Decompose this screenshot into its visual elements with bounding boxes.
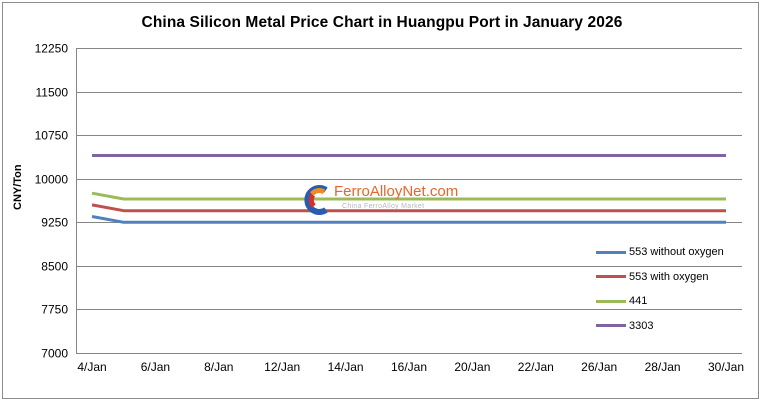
legend-item: 441 (596, 289, 756, 314)
x-tick-label: 22/Jan (518, 360, 554, 374)
x-tick-label: 12/Jan (264, 360, 300, 374)
legend-label: 441 (629, 295, 648, 308)
x-tick-label: 20/Jan (454, 360, 490, 374)
y-tick-label: 7750 (41, 303, 68, 317)
legend-label: 553 with oxygen (629, 270, 709, 283)
y-tick-label: 10000 (35, 173, 69, 187)
y-axis-ticks: 7000 7750 8500 9250 10000 10750 11500 12250 (35, 42, 69, 361)
legend: 553 without oxygen 553 with oxygen 441 3303 (596, 240, 756, 338)
series-line (91, 191, 726, 201)
legend-swatch-icon (596, 299, 626, 303)
x-axis-ticks: 4/Jan 6/Jan 8/Jan 12/Jan 14/Jan 16/Jan 20/Jan 2… (77, 360, 744, 374)
x-tick-label: 4/Jan (77, 360, 106, 374)
x-tick-label: 8/Jan (204, 360, 233, 374)
x-tick-label: 26/Jan (581, 360, 617, 374)
watermark: FerroAlloyNet.com China FerroAlloy Marke… (302, 183, 472, 219)
y-tick-label: 7000 (41, 347, 68, 361)
watermark-tagline: China FerroAlloy Market (342, 203, 425, 210)
y-tick-label: 10750 (35, 129, 69, 143)
legend-swatch-icon (596, 250, 626, 254)
y-tick-label: 12250 (35, 42, 69, 56)
series-lines (91, 154, 726, 224)
x-tick-label: 6/Jan (141, 360, 170, 374)
x-tick-label: 30/Jan (708, 360, 744, 374)
watermark-brand: FerroAlloyNet.com (334, 183, 459, 200)
y-tick-label: 11500 (36, 86, 69, 100)
legend-item: 3303 (596, 314, 756, 339)
y-tick-label: 8500 (41, 260, 68, 274)
legend-label: 553 without oxygen (629, 246, 724, 259)
series-line (91, 215, 726, 224)
legend-label: 3303 (629, 319, 654, 332)
x-tick-label: 28/Jan (645, 360, 681, 374)
ferroalloynet-logo-icon (304, 185, 328, 215)
y-tick-label: 9250 (41, 216, 68, 230)
legend-swatch-icon (596, 275, 626, 279)
x-tick-label: 16/Jan (391, 360, 427, 374)
legend-item: 553 with oxygen (596, 265, 756, 290)
chart-title: China Silicon Metal Price Chart in Huang… (141, 14, 623, 31)
series-line (91, 203, 726, 213)
x-tick-label: 14/Jan (328, 360, 364, 374)
legend-item: 553 without oxygen (596, 240, 756, 265)
legend-swatch-icon (596, 324, 626, 328)
